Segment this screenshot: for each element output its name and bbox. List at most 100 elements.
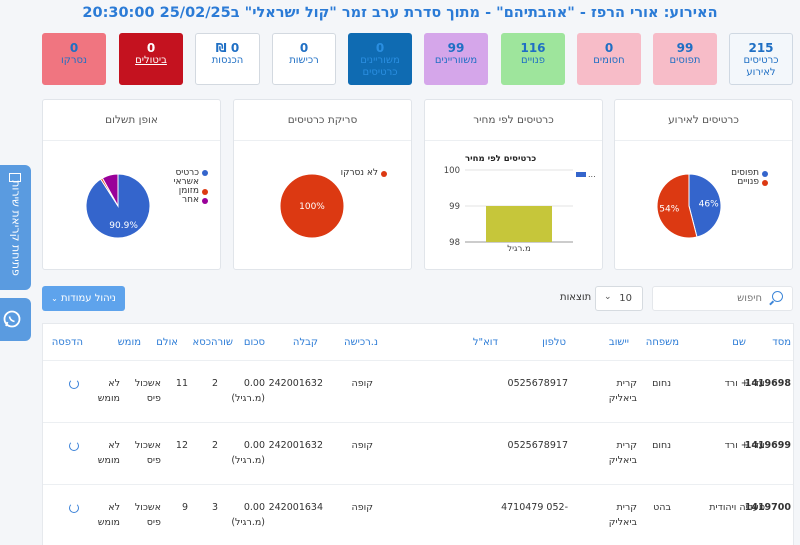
stat-tile[interactable]: 0 חסומים xyxy=(577,33,641,85)
cell-seat: 9 xyxy=(181,502,188,513)
scan-pie-chart: 100% xyxy=(279,173,345,239)
stat-value: 0 xyxy=(146,41,156,55)
stat-tile[interactable]: 215 כרטיסים לאירוע xyxy=(729,33,793,85)
tickets-chart-title: כרטיסים לאירוע xyxy=(615,100,792,141)
stat-label: חסומים xyxy=(593,55,625,66)
column-header[interactable]: יישוב xyxy=(608,337,629,348)
stat-tile[interactable]: 0 רכישות xyxy=(272,33,336,85)
column-header[interactable]: דוא"ל xyxy=(472,337,498,348)
bar[interactable] xyxy=(486,206,552,242)
cell-city: קרית ביאליק xyxy=(608,378,637,404)
price-chart-card: כרטיסים לפי מחיר כרטיסים לפי מחיר 100 99 9… xyxy=(424,99,603,270)
stat-label: תפוסים xyxy=(669,55,701,66)
whatsapp-icon xyxy=(3,310,21,328)
legend-item-cash: מזומן xyxy=(156,187,208,196)
stat-label: משווריינים xyxy=(434,55,478,66)
tickets-table: מסד שם משפחה יישוב טלפון דוא"ל נ.רכישה קבלה סכום… xyxy=(42,323,794,545)
column-header[interactable]: משפחה xyxy=(645,337,679,348)
column-header[interactable]: מומש xyxy=(117,337,141,348)
cell-used: לא מומש xyxy=(97,440,120,466)
payment-chart-title: אופן תשלום xyxy=(43,100,220,141)
cell-amount-category: (מ.רגיל) xyxy=(231,393,265,404)
table-row[interactable]: 1419700 סעדיה ויהודית בהט קרית ביאליק -052 4… xyxy=(43,484,793,545)
column-header[interactable]: מסד xyxy=(772,337,791,348)
chevron-down-icon: ⌄ xyxy=(604,292,612,302)
pie-slice[interactable] xyxy=(656,173,698,239)
manage-columns-button[interactable]: ניהול עמודות ⌄ xyxy=(42,286,125,311)
stat-value: 99 xyxy=(676,41,694,55)
table-row[interactable]: 1419698 עדי + ורד נחום קרית ביאליק 052567891… xyxy=(43,360,793,422)
cell-id: 1419698 xyxy=(744,378,791,389)
payment-chart-card: אופן תשלום 90.9% כרטיס אשראי מזומן אחר xyxy=(42,99,221,270)
stat-tile[interactable]: 116 פנויים xyxy=(501,33,565,85)
stat-label: הכנסות xyxy=(211,55,244,66)
column-header[interactable]: הדפסה xyxy=(51,337,83,348)
cell-amount-category: (מ.רגיל) xyxy=(231,517,265,528)
cell-hall: אשכול פיס xyxy=(134,378,161,404)
legend-item-other: אחר xyxy=(156,196,208,205)
cell-row: 2 xyxy=(211,378,218,389)
print-spinner-icon[interactable] xyxy=(69,379,79,389)
y-tick-label: 99 xyxy=(449,202,460,212)
cell-method: קופה xyxy=(351,502,373,513)
stat-tile[interactable]: 99 משווריינים xyxy=(424,33,488,85)
pie-slice-label: 100% xyxy=(299,202,325,212)
print-spinner-icon[interactable] xyxy=(69,441,79,451)
y-tick-label: 100 xyxy=(444,166,460,176)
cell-first: עדי + ורד xyxy=(724,440,765,451)
print-spinner-icon[interactable] xyxy=(69,503,79,513)
cell-amount-category: (מ.רגיל) xyxy=(231,455,265,466)
cell-amount: 0.00 xyxy=(243,378,265,389)
cell-receipt: 242001634 xyxy=(268,502,323,513)
column-header[interactable]: טלפון xyxy=(542,337,566,348)
cell-first: סעדיה ויהודית xyxy=(709,502,765,513)
page-title: האירוע: אורי הרפז - "אהבתיהם" - מתוך סדר… xyxy=(82,5,718,21)
column-header[interactable]: שורה xyxy=(211,337,233,348)
cell-amount: 0.00 xyxy=(243,440,265,451)
stat-tile[interactable]: 0 ₪ הכנסות xyxy=(195,33,260,85)
cell-method: קופה xyxy=(351,378,373,389)
stat-value: 215 xyxy=(748,41,774,55)
stat-label: נסרקו xyxy=(61,55,87,66)
column-header[interactable]: סכום xyxy=(243,337,265,348)
pie-slice[interactable] xyxy=(85,173,151,239)
stat-value: 0 xyxy=(375,41,385,55)
legend-item-credit: כרטיס אשראי xyxy=(156,169,208,187)
search-input[interactable] xyxy=(652,286,793,311)
cell-city: קרית ביאליק xyxy=(608,440,637,466)
cell-phone: 0525678917 xyxy=(507,378,568,389)
column-header[interactable]: נ.רכישה xyxy=(344,337,378,348)
stat-value: 0 xyxy=(69,41,79,55)
cell-method: קופה xyxy=(351,440,373,451)
payment-pie-chart: 90.9% xyxy=(85,173,151,239)
cell-id: 1419700 xyxy=(744,502,791,513)
column-header[interactable]: קבלה xyxy=(292,337,318,348)
stat-tile[interactable]: 0 נסרקו xyxy=(42,33,106,85)
tickets-pie-chart: 46% 54% xyxy=(656,173,722,239)
service-call-label: פתיחת קריאת שירות xyxy=(9,179,22,276)
cell-row: 3 xyxy=(211,502,218,513)
scan-chart-title: סריקת כרטיסים xyxy=(234,100,411,141)
pie-slice[interactable] xyxy=(279,173,345,239)
stat-tile[interactable]: 0 ביטולים xyxy=(119,33,183,85)
column-header[interactable]: כסא xyxy=(192,337,211,348)
stat-value: 99 xyxy=(447,41,465,55)
cell-phone: 0525678917 xyxy=(507,440,568,451)
pie-slice[interactable] xyxy=(688,173,722,238)
whatsapp-button[interactable] xyxy=(0,298,31,341)
price-bar-chart: 100 99 98 מ.רגיל xyxy=(444,166,573,254)
open-service-call-tab[interactable]: פתיחת קריאת שירות xyxy=(0,165,31,290)
table-row[interactable]: 1419699 עדי + ורד נחום קרית ביאליק 052567891… xyxy=(43,422,793,484)
per-page-select[interactable]: 10 ⌄ xyxy=(595,286,643,311)
stat-label: פנויים xyxy=(520,55,546,66)
stat-tile[interactable]: 99 תפוסים xyxy=(653,33,717,85)
legend-item-not-scanned: לא נסרקו xyxy=(341,169,387,178)
column-header[interactable]: שם xyxy=(732,337,746,348)
results-label: תוצאות xyxy=(560,292,592,303)
pie-slice[interactable] xyxy=(101,173,119,208)
legend-item-occupied: תפוסים xyxy=(731,169,768,178)
stat-tile[interactable]: 0 משוריינים כרטיסים xyxy=(348,33,412,85)
column-header[interactable]: אולם xyxy=(156,337,178,348)
stat-label: משוריינים כרטיסים xyxy=(360,55,400,78)
price-chart-title: כרטיסים לפי מחיר xyxy=(425,100,602,141)
